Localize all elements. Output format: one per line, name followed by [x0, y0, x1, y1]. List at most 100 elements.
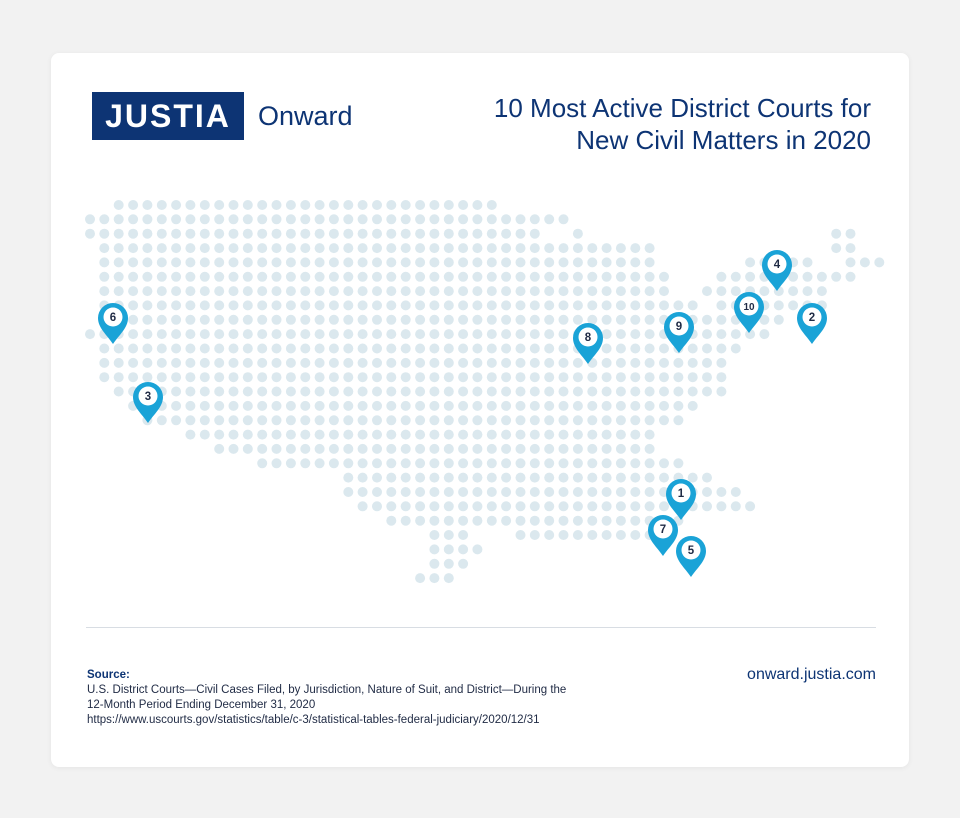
map-dot	[257, 343, 268, 354]
map-dot	[242, 386, 253, 397]
map-dot	[429, 214, 440, 225]
map-dot	[659, 415, 669, 426]
map-dot	[501, 357, 512, 368]
map-dot	[759, 286, 770, 297]
map-dot	[458, 257, 469, 268]
court-marker-6[interactable]: 6	[98, 303, 128, 344]
map-dot	[472, 487, 483, 497]
map-dot	[515, 487, 526, 497]
map-dot	[343, 243, 354, 254]
site-link[interactable]: onward.justia.com	[747, 666, 876, 683]
page-title: 10 Most Active District Courts for New C…	[411, 92, 871, 156]
map-dot	[185, 415, 196, 426]
map-dot	[558, 501, 569, 512]
map-dot	[285, 314, 296, 325]
map-dot	[171, 314, 182, 325]
map-dot	[199, 400, 210, 411]
map-dot	[314, 300, 325, 311]
map-dot	[343, 400, 354, 411]
map-dot	[257, 329, 268, 340]
map-dot	[572, 400, 583, 411]
map-dot	[300, 329, 311, 340]
map-dot	[486, 357, 497, 368]
map-dot	[558, 515, 569, 526]
justia-logo[interactable]: JUSTIA	[92, 92, 244, 140]
map-dot	[458, 300, 469, 311]
map-dot	[128, 329, 139, 340]
map-dot	[429, 515, 440, 526]
map-dot	[572, 271, 583, 282]
map-dot	[515, 372, 526, 383]
map-dot	[242, 243, 253, 254]
map-dot	[443, 372, 454, 383]
map-dot	[644, 357, 655, 368]
map-dot	[113, 286, 124, 297]
map-dot	[529, 372, 540, 383]
map-dot	[443, 314, 454, 325]
map-dot	[285, 271, 296, 282]
map-dot	[214, 400, 225, 411]
map-dot	[415, 515, 426, 526]
map-dot	[429, 357, 440, 368]
court-marker-7[interactable]: 7	[648, 515, 678, 556]
map-dot	[300, 214, 311, 225]
map-dot	[372, 487, 382, 497]
map-dot	[214, 357, 225, 368]
source-url[interactable]: https://www.uscourts.gov/statistics/tabl…	[87, 714, 540, 726]
map-dot	[472, 400, 483, 411]
map-dot	[845, 271, 856, 282]
map-dot	[486, 372, 497, 383]
map-dot	[271, 271, 282, 282]
map-dot	[802, 286, 813, 297]
court-marker-3[interactable]: 3	[133, 382, 163, 423]
map-dot	[142, 372, 153, 383]
map-dot	[328, 243, 339, 254]
map-dot	[601, 443, 612, 454]
map-dot	[156, 415, 167, 426]
map-dot	[300, 343, 311, 354]
marker-label: 3	[145, 391, 151, 403]
map-dot	[285, 400, 296, 411]
map-dot	[271, 214, 282, 225]
map-dot	[357, 343, 368, 354]
map-dot	[874, 257, 885, 268]
court-marker-9[interactable]: 9	[664, 312, 694, 353]
court-marker-4[interactable]: 4	[762, 250, 792, 291]
court-marker-1[interactable]: 1	[666, 479, 696, 520]
map-dot	[730, 329, 741, 340]
court-marker-8[interactable]: 8	[573, 323, 603, 364]
map-dot	[199, 429, 210, 440]
map-dot	[486, 487, 497, 497]
map-dot	[558, 458, 569, 469]
map-dot	[357, 429, 368, 440]
map-dot	[544, 515, 555, 526]
map-dot	[357, 200, 368, 210]
map-dot	[415, 228, 426, 239]
map-dot	[156, 214, 167, 225]
logo-subtitle: Onward	[258, 101, 353, 131]
map-dot	[558, 372, 569, 383]
map-dot	[716, 372, 727, 383]
map-dot	[171, 343, 182, 354]
map-dot	[601, 257, 612, 268]
map-dot	[472, 300, 483, 311]
map-dot	[271, 415, 282, 426]
court-marker-2[interactable]: 2	[797, 303, 827, 344]
map-dot	[501, 257, 512, 268]
court-marker-5[interactable]: 5	[676, 536, 706, 577]
map-dot	[214, 429, 225, 440]
map-dot	[745, 329, 756, 340]
map-dot	[415, 200, 426, 210]
map-dot	[601, 372, 612, 383]
map-dot	[630, 429, 641, 440]
map-dot	[429, 200, 440, 210]
map-dot	[99, 257, 110, 268]
map-dot	[214, 271, 225, 282]
map-dot	[386, 415, 397, 426]
map-dot	[544, 429, 555, 440]
map-dot	[171, 228, 182, 239]
marker-label: 1	[678, 488, 685, 500]
map-dot	[587, 487, 598, 497]
map-dot	[486, 314, 497, 325]
court-marker-10[interactable]: 10	[734, 292, 764, 333]
